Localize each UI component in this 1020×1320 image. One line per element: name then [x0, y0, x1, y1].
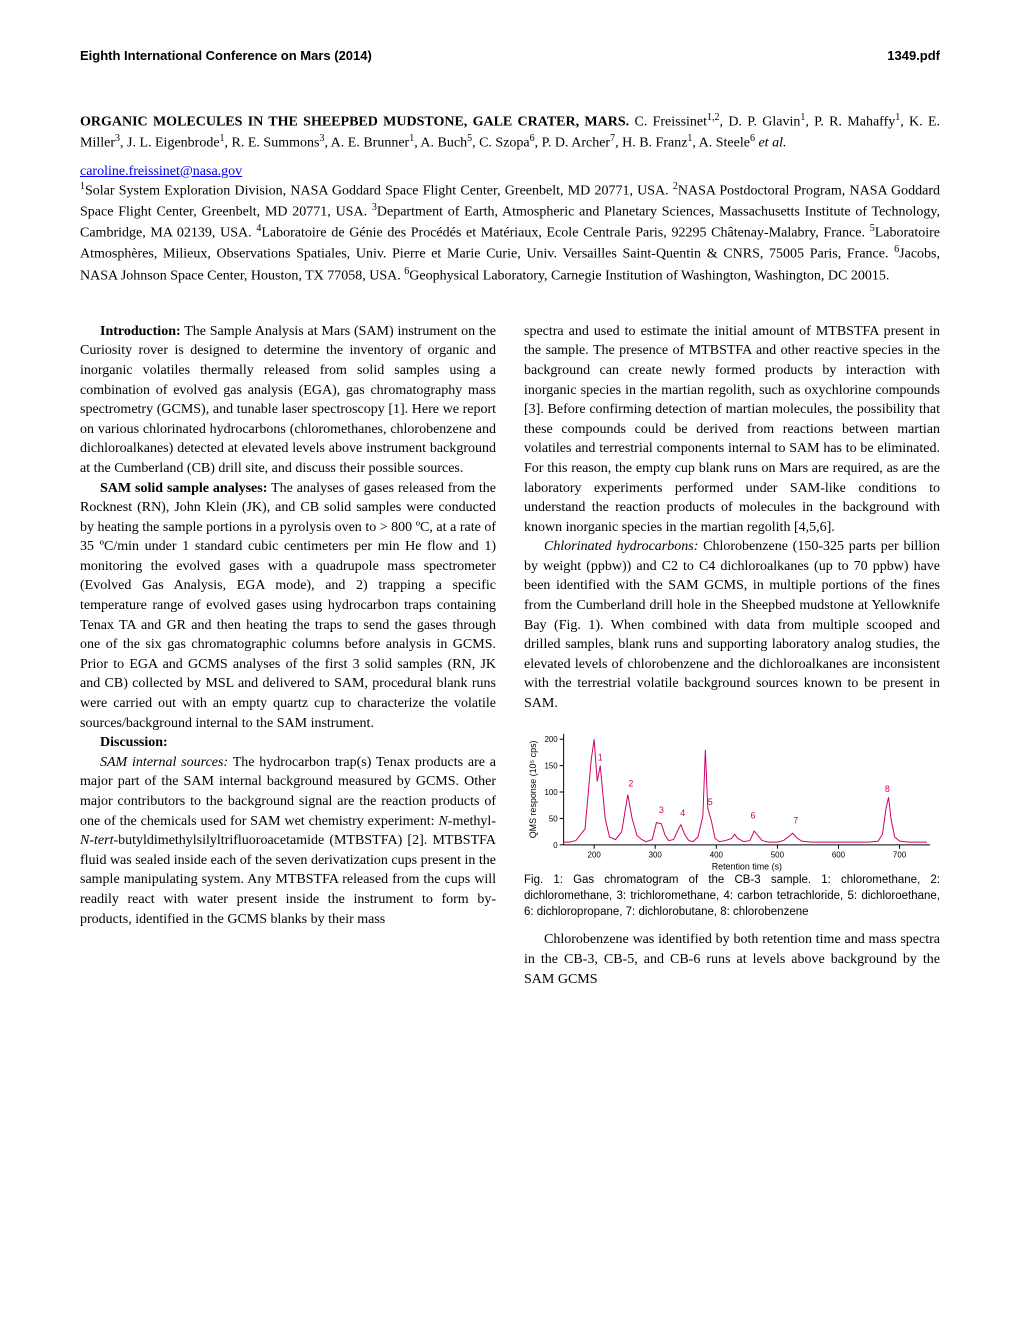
svg-text:QMS response (10⁵ cps): QMS response (10⁵ cps) — [528, 740, 538, 838]
discussion-heading-paragraph: Discussion: — [80, 733, 496, 753]
title-block: ORGANIC MOLECULES IN THE SHEEPBED MUDSTO… — [80, 111, 940, 154]
body-text: The analyses of gases released from the … — [80, 481, 496, 731]
two-column-body: Introduction: The Sample Analysis at Mar… — [80, 322, 940, 990]
svg-text:500: 500 — [771, 850, 785, 859]
svg-text:200: 200 — [588, 850, 602, 859]
svg-text:200: 200 — [544, 735, 558, 744]
author: , D. P. Glavin — [720, 115, 801, 130]
conference-name: Eighth International Conference on Mars … — [80, 48, 372, 63]
svg-text:600: 600 — [832, 850, 846, 859]
email-line: caroline.freissinet@nasa.gov — [80, 162, 940, 180]
author: , H. B. Franz — [615, 136, 687, 151]
paper-title: ORGANIC MOLECULES IN THE SHEEPBED MUDSTO… — [80, 115, 629, 130]
continuation-paragraph: spectra and used to estimate the initial… — [524, 322, 940, 538]
left-column: Introduction: The Sample Analysis at Mar… — [80, 322, 496, 990]
section-heading: SAM solid sample analyses: — [100, 481, 267, 496]
figure-caption: Fig. 1: Gas chromatogram of the CB-3 sam… — [524, 872, 940, 920]
author: , P. R. Mahaffy — [805, 115, 895, 130]
body-text: The Sample Analysis at Mars (SAM) instru… — [80, 324, 496, 476]
body-text: Chlorobenzene (150-325 parts per billion… — [524, 539, 940, 711]
svg-text:Retention time (s): Retention time (s) — [712, 861, 782, 871]
figure-1: 200 300 400 500 600 700 0 50 100 150 200 Retention … — [524, 724, 940, 921]
chlorobenzene-paragraph: Chlorobenzene was identified by both ret… — [524, 930, 940, 989]
svg-text:150: 150 — [544, 761, 558, 770]
chromatogram-chart: 200 300 400 500 600 700 0 50 100 150 200 Retention … — [524, 724, 940, 873]
svg-text:6: 6 — [750, 810, 755, 820]
svg-text:1: 1 — [598, 752, 603, 762]
sam-internal-paragraph: SAM internal sources: The hydrocarbon tr… — [80, 753, 496, 929]
svg-text:100: 100 — [544, 788, 558, 797]
svg-text:700: 700 — [893, 850, 907, 859]
svg-text:300: 300 — [649, 850, 663, 859]
body-text: -methyl- — [448, 814, 496, 829]
corresponding-email[interactable]: caroline.freissinet@nasa.gov — [80, 164, 242, 179]
svg-text:8: 8 — [885, 784, 890, 794]
italic-text: tert — [94, 833, 113, 848]
svg-text:50: 50 — [549, 814, 558, 823]
svg-text:2: 2 — [628, 778, 633, 788]
author-etal: et al. — [755, 136, 787, 151]
pdf-id: 1349.pdf — [887, 48, 940, 63]
author: , A. Buch — [414, 136, 467, 151]
svg-text:3: 3 — [659, 805, 664, 815]
author: , R. E. Summons — [225, 136, 320, 151]
subsection-heading: Chlorinated hydrocarbons: — [544, 539, 698, 554]
author: , C. Szopa — [472, 136, 530, 151]
chlorinated-paragraph: Chlorinated hydrocarbons: Chlorobenzene … — [524, 537, 940, 713]
svg-text:5: 5 — [708, 797, 713, 807]
svg-text:4: 4 — [680, 807, 685, 817]
section-heading: Discussion: — [100, 735, 168, 750]
right-column: spectra and used to estimate the initial… — [524, 322, 940, 990]
section-heading: Introduction: — [100, 324, 181, 339]
author: , A. E. Brunner — [324, 136, 409, 151]
italic-text: N — [438, 814, 447, 829]
page-header: Eighth International Conference on Mars … — [80, 48, 940, 63]
sam-analyses-paragraph: SAM solid sample analyses: The analyses … — [80, 479, 496, 734]
svg-text:400: 400 — [710, 850, 724, 859]
author: , A. Steele — [692, 136, 750, 151]
author: C. Freissinet — [629, 115, 707, 130]
affiliation: Laboratoire de Génie des Procédés et Mat… — [261, 226, 869, 241]
body-text: -butyldimethylsilyltrifluoroacetamide (M… — [80, 833, 496, 926]
affiliation: Geophysical Laboratory, Carnegie Institu… — [409, 268, 889, 283]
affiliation: Solar System Exploration Division, NASA … — [85, 183, 673, 198]
author-sup: 1,2 — [707, 112, 720, 123]
svg-text:0: 0 — [553, 840, 558, 849]
affiliations: 1Solar System Exploration Division, NASA… — [80, 180, 940, 286]
subsection-heading: SAM internal sources: — [100, 755, 228, 770]
intro-paragraph: Introduction: The Sample Analysis at Mar… — [80, 322, 496, 479]
author: , P. D. Archer — [535, 136, 610, 151]
italic-text: N — [80, 833, 89, 848]
author: , J. L. Eigenbrode — [120, 136, 220, 151]
svg-text:7: 7 — [793, 815, 798, 825]
